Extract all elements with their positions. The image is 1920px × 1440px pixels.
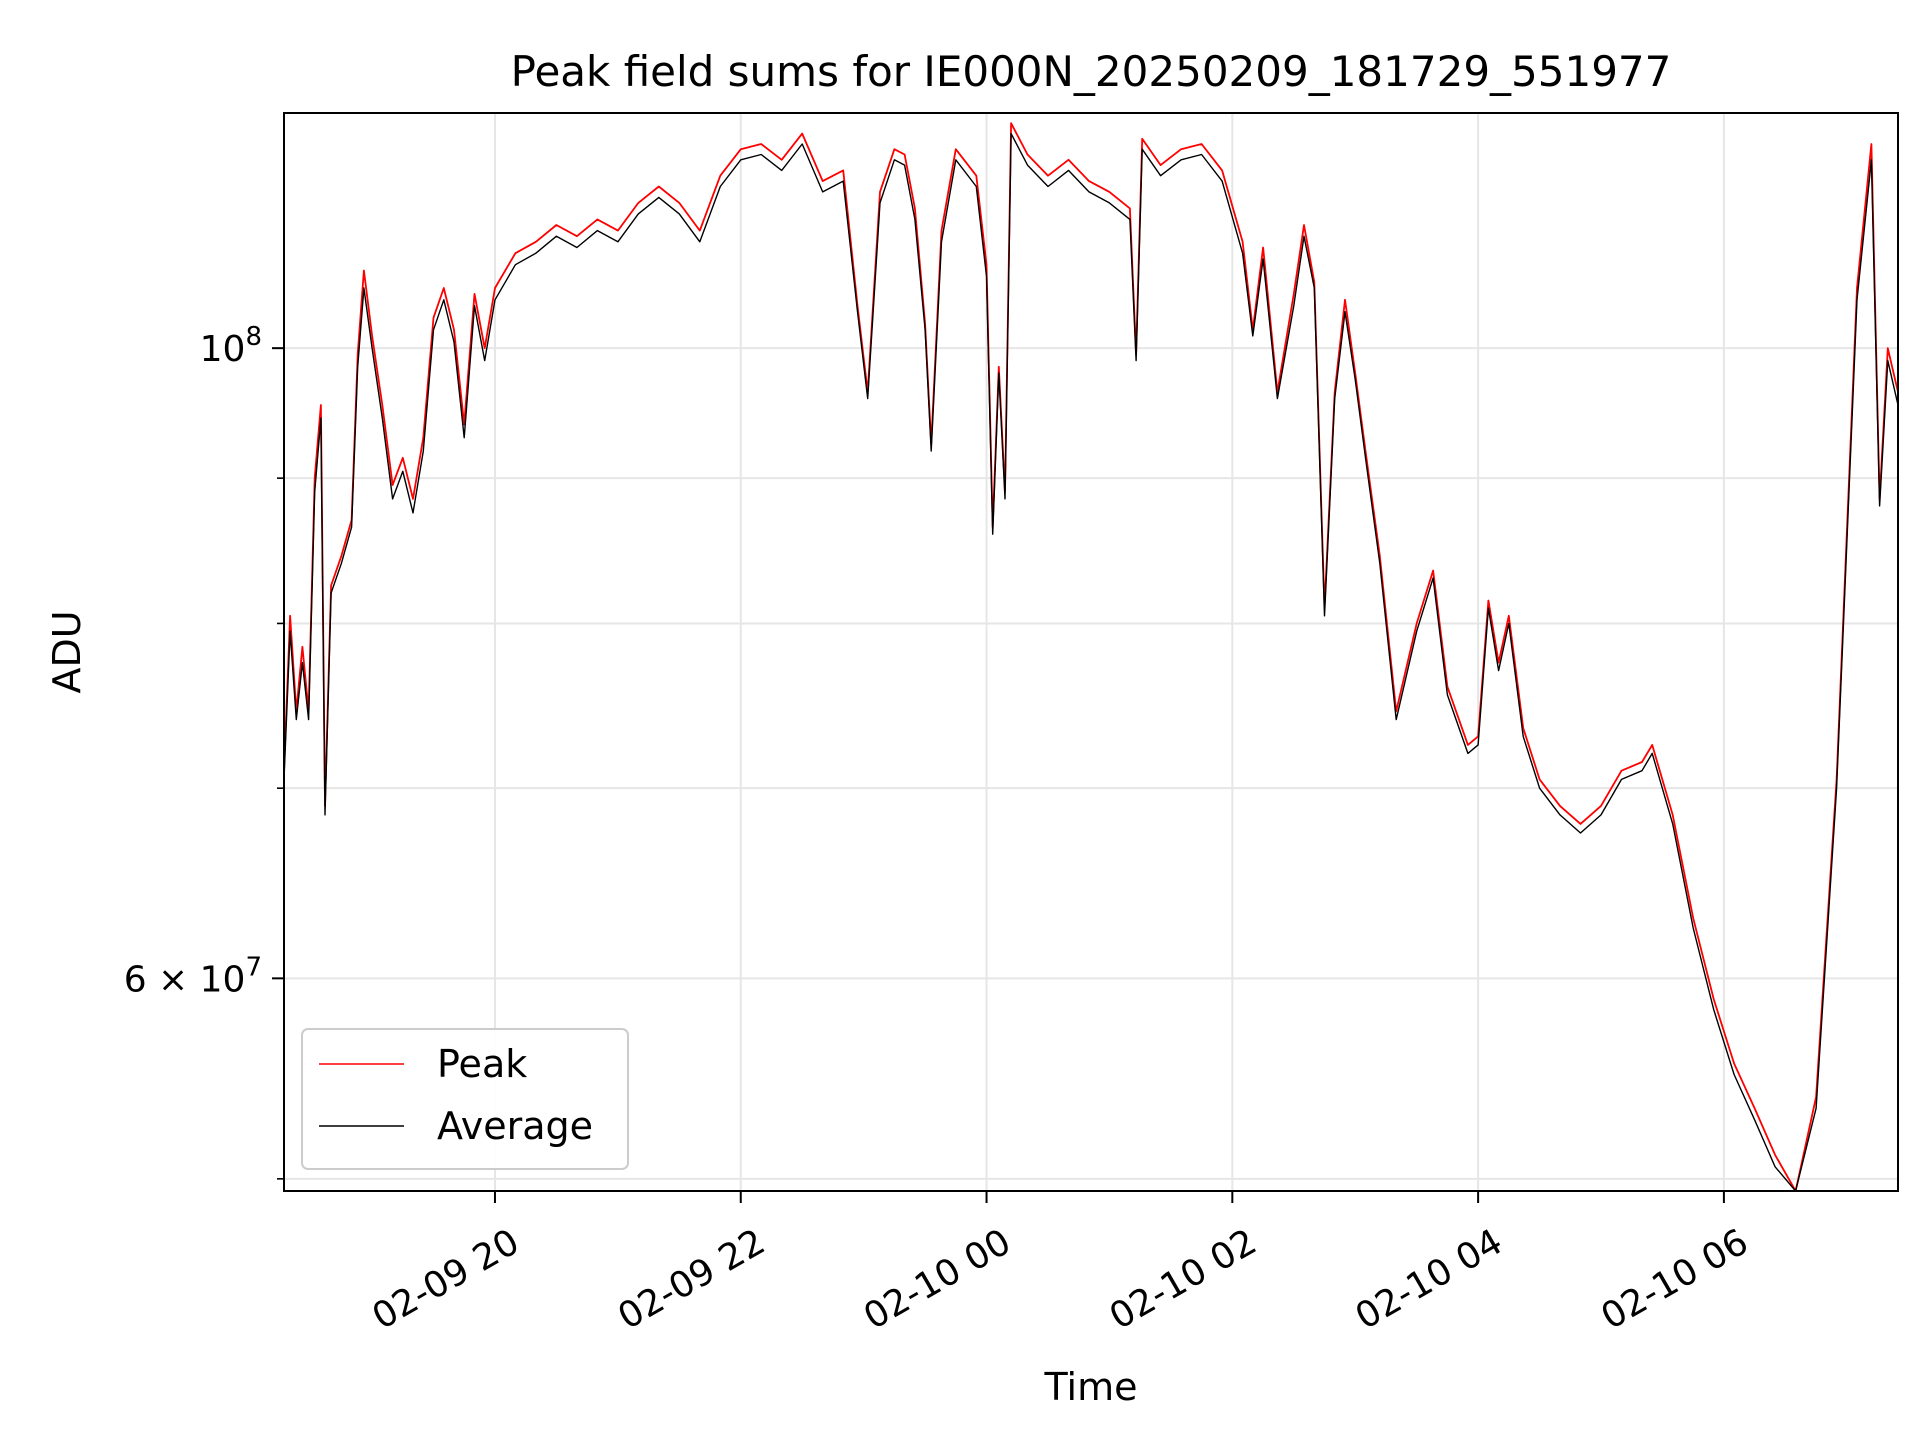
y-axis-label: ADU [45,610,89,693]
legend-label-average: Average [437,1104,593,1148]
chart-title: Peak field sums for IE000N_20250209_1817… [511,47,1672,96]
y-tick-exponent: 8 [245,322,262,352]
legend-label-peak: Peak [437,1042,527,1086]
series-line-average [284,132,1898,1191]
series-layer [284,122,1898,1191]
legend: Peak Average [301,1028,629,1170]
y-tick-label: 108 [200,322,262,370]
y-axis: 108 6 × 107 [124,322,284,1180]
x-axis-label: Time [1044,1365,1138,1409]
plot-frame [283,112,1899,1192]
y-tick-label: 6 × 107 [124,952,262,1000]
y-tick-exponent: 7 [245,952,262,982]
y-tick-base: 6 × 10 [124,959,246,1000]
y-tick-base: 10 [200,329,246,370]
